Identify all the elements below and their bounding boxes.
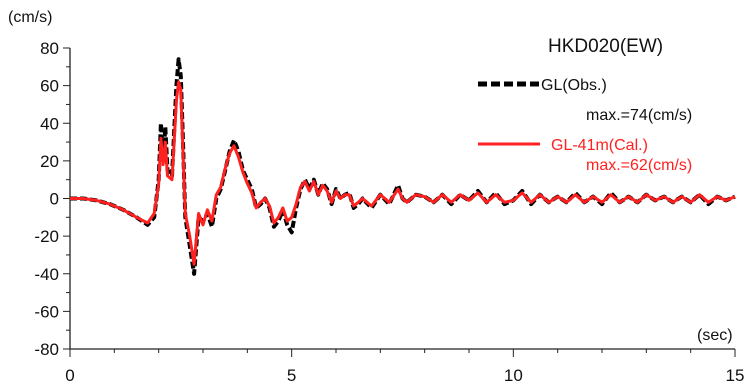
chart-title: HKD020(EW) (548, 36, 663, 57)
legend: GL(Obs.) max.=74(cm/s) GL-41m(Cal.) max.… (478, 77, 692, 174)
series-line-gl-41m-cal (70, 80, 736, 266)
y-tick-label-40: 40 (40, 114, 59, 133)
x-tick-label-10: 10 (504, 366, 523, 385)
legend-label-gl-obs: GL(Obs.) (541, 77, 607, 94)
legend-max-gl-obs: max.=74(cm/s) (586, 107, 692, 124)
x-tick-label-15: 15 (726, 366, 745, 385)
y-tick-label-0: 0 (50, 190, 59, 209)
y-tick-label--60: -60 (34, 302, 59, 321)
tick-marks (63, 47, 736, 357)
legend-label-gl-41m-cal: GL-41m(Cal.) (551, 137, 648, 154)
series-layer (70, 57, 736, 276)
y-tick-label--80: -80 (34, 340, 59, 359)
legend-max-gl-41m-cal: max.=62(cm/s) (586, 157, 692, 174)
tick-labels: -80 -60 -40 -20 0 20 40 60 80 0 5 10 15 (34, 39, 744, 385)
y-tick-label-20: 20 (40, 152, 59, 171)
y-tick-label-80: 80 (40, 39, 59, 58)
y-tick-label-60: 60 (40, 77, 59, 96)
x-unit-label: (sec) (697, 327, 733, 344)
x-tick-label-0: 0 (65, 366, 74, 385)
x-tick-label-5: 5 (287, 366, 296, 385)
y-unit-label: (cm/s) (8, 9, 52, 26)
y-tick-label--20: -20 (34, 227, 59, 246)
y-tick-label--40: -40 (34, 265, 59, 284)
